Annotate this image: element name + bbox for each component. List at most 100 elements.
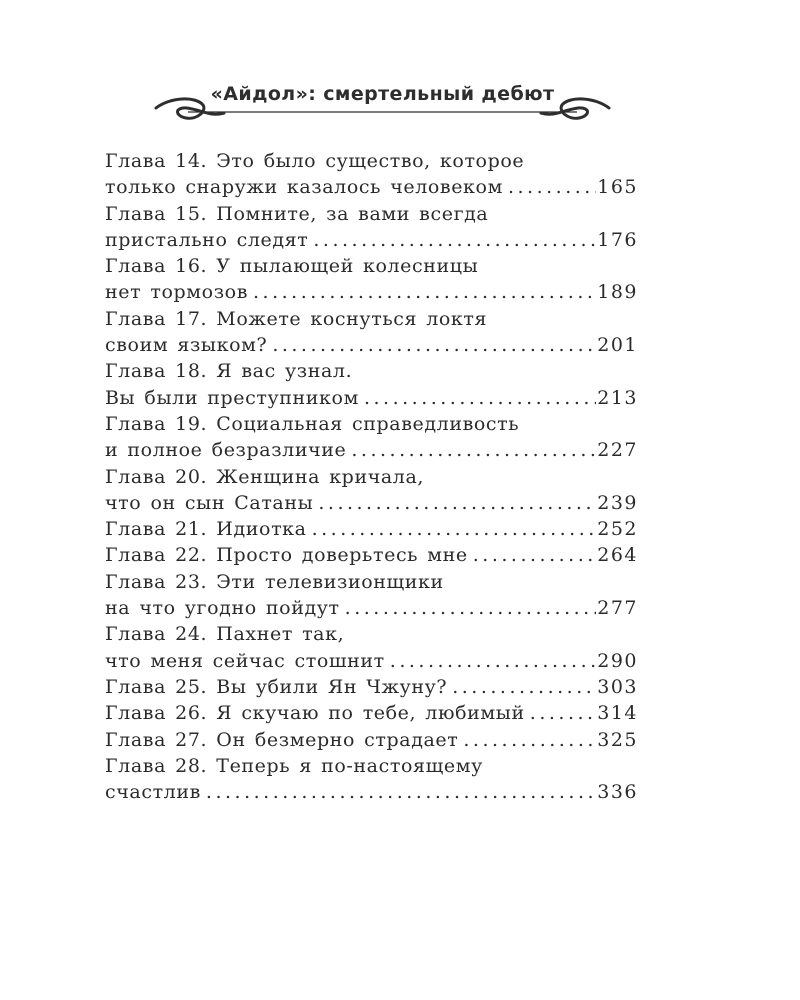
toc-entry-text: Глава 24. Пахнет так, bbox=[105, 623, 345, 646]
toc-entry-text: Глава 23. Эти телевизионщики bbox=[105, 570, 444, 593]
toc-line: Глава 16. У пылающей колесницы bbox=[105, 253, 638, 279]
toc-entry-text: Глава 15. Помните, за вами всегда bbox=[105, 202, 489, 225]
toc-entry: Глава 18. Я вас узнал. Вы были преступник… bbox=[105, 358, 638, 411]
toc-line: Глава 22. Просто доверьтесь мне.........… bbox=[105, 542, 638, 568]
decorative-divider bbox=[154, 97, 611, 120]
toc-entry: Глава 25. Вы убили Ян Чжуну?............… bbox=[105, 674, 638, 700]
toc-line: Глава 28. Теперь я по-настоящему bbox=[105, 753, 638, 779]
toc-entry: Глава 26. Я скучаю по тебе, любимый.....… bbox=[105, 700, 638, 726]
dot-leader: ........................................… bbox=[507, 176, 596, 199]
toc-entry: Глава 28. Теперь я по-настоящему счастлив… bbox=[105, 753, 638, 806]
page-number: 176 bbox=[597, 228, 638, 251]
page-number: 277 bbox=[597, 597, 638, 620]
toc-line: Глава 20. Женщина кричала, bbox=[105, 464, 638, 490]
toc-entry-text: только снаружи казалось человеком bbox=[105, 176, 503, 199]
page-number: 264 bbox=[597, 544, 638, 567]
toc-entry: Глава 24. Пахнет так, что меня сейчас сто… bbox=[105, 621, 638, 674]
toc-entry-text: Глава 19. Социальная справедливость bbox=[105, 412, 520, 435]
toc-line: своим языком?...........................… bbox=[105, 332, 638, 358]
toc-entry-text: Глава 28. Теперь я по-настоящему bbox=[105, 754, 483, 777]
toc-entry-text: Глава 26. Я скучаю по тебе, любимый bbox=[105, 702, 525, 725]
toc-entry-text: Глава 22. Просто доверьтесь мне bbox=[105, 544, 468, 567]
toc-entry-text: на что угодно пойдут bbox=[105, 597, 340, 620]
page-number: 303 bbox=[597, 675, 638, 698]
dot-leader: ........................................… bbox=[313, 228, 596, 251]
page-number: 239 bbox=[597, 491, 638, 514]
toc-line: Глава 18. Я вас узнал. bbox=[105, 358, 638, 384]
dot-leader: ........................................… bbox=[363, 386, 596, 409]
page-number: 252 bbox=[597, 518, 638, 541]
dot-leader: ........................................… bbox=[272, 334, 597, 357]
toc-line: на что угодно пойдут....................… bbox=[105, 595, 638, 621]
toc-line: Глава 21. Идиотка.......................… bbox=[105, 516, 638, 542]
toc-line: нет тормозов............................… bbox=[105, 279, 638, 305]
toc-entry: Глава 22. Просто доверьтесь мне.........… bbox=[105, 542, 638, 568]
toc-entry-text: счастлив bbox=[105, 781, 201, 804]
toc-entry-text: что он сын Сатаны bbox=[105, 491, 314, 514]
toc-entry-text: Вы были преступником bbox=[105, 386, 359, 409]
running-title: «Айдол»: смертельный дебют bbox=[210, 83, 555, 105]
table-of-contents: Глава 14. Это было существо, которое толь… bbox=[105, 148, 638, 805]
toc-entry-text: Глава 18. Я вас узнал. bbox=[105, 360, 353, 383]
toc-entry-text: Глава 17. Можете коснуться локтя bbox=[105, 307, 488, 330]
page-number: 189 bbox=[597, 281, 638, 304]
toc-entry-text: и полное безразличие bbox=[105, 439, 347, 462]
toc-line: Глава 19. Социальная справедливость bbox=[105, 411, 638, 437]
page-number: 290 bbox=[597, 649, 638, 672]
page-number: 314 bbox=[597, 702, 638, 725]
page-number: 213 bbox=[597, 386, 638, 409]
toc-entry-text: Глава 21. Идиотка bbox=[105, 518, 307, 541]
dot-leader: ........................................… bbox=[318, 491, 596, 514]
toc-entry: Глава 19. Социальная справедливость и пол… bbox=[105, 411, 638, 464]
toc-line: Вы были преступником....................… bbox=[105, 385, 638, 411]
toc-entry: Глава 14. Это было существо, которое толь… bbox=[105, 148, 638, 201]
toc-entry-text: что меня сейчас стошнит bbox=[105, 649, 385, 672]
page-number: 227 bbox=[597, 439, 638, 462]
page-number: 165 bbox=[597, 176, 638, 199]
page-number: 325 bbox=[597, 728, 638, 751]
toc-entry-text: Глава 27. Он безмерно страдает bbox=[105, 728, 459, 751]
toc-line: Глава 17. Можете коснуться локтя bbox=[105, 306, 638, 332]
toc-entry: Глава 21. Идиотка.......................… bbox=[105, 516, 638, 542]
toc-line: счастлив................................… bbox=[105, 779, 638, 805]
toc-entry-text: пристально следят bbox=[105, 228, 309, 251]
dot-leader: ........................................… bbox=[389, 649, 597, 672]
toc-entry: Глава 17. Можете коснуться локтя своим яз… bbox=[105, 306, 638, 359]
dot-leader: ........................................… bbox=[351, 439, 596, 462]
toc-line: и полное безразличие....................… bbox=[105, 437, 638, 463]
toc-line: пристально следят.......................… bbox=[105, 227, 638, 253]
toc-entry-text: Глава 14. Это было существо, которое bbox=[105, 150, 525, 172]
dot-leader: ........................................… bbox=[311, 518, 597, 541]
dot-leader: ........................................… bbox=[463, 728, 597, 751]
toc-entry: Глава 20. Женщина кричала, что он сын Сат… bbox=[105, 464, 638, 517]
toc-entry: Глава 16. У пылающей колесницы нет тормоз… bbox=[105, 253, 638, 306]
toc-entry: Глава 15. Помните, за вами всегда пристал… bbox=[105, 201, 638, 254]
toc-entry-text: Глава 20. Женщина кричала, bbox=[105, 465, 425, 488]
dot-leader: ........................................… bbox=[205, 781, 597, 804]
dot-leader: ........................................… bbox=[344, 597, 597, 620]
toc-entry-text: своим языком? bbox=[105, 334, 268, 357]
toc-line: Глава 25. Вы убили Ян Чжуну?............… bbox=[105, 674, 638, 700]
toc-line: Глава 23. Эти телевизионщики bbox=[105, 569, 638, 595]
toc-line: Глава 27. Он безмерно страдает..........… bbox=[105, 727, 638, 753]
toc-line: Глава 26. Я скучаю по тебе, любимый.....… bbox=[105, 700, 638, 726]
toc-entry-text: нет тормозов bbox=[105, 281, 248, 304]
toc-entry-text: Глава 16. У пылающей колесницы bbox=[105, 255, 479, 278]
page-number: 201 bbox=[597, 334, 638, 357]
toc-line: Глава 24. Пахнет так, bbox=[105, 621, 638, 647]
dot-leader: ........................................… bbox=[452, 675, 596, 698]
toc-line: что он сын Сатаны.......................… bbox=[105, 490, 638, 516]
dot-leader: ........................................… bbox=[253, 281, 597, 304]
toc-line: только снаружи казалось человеком.......… bbox=[105, 174, 638, 200]
dot-leader: ........................................… bbox=[472, 544, 597, 567]
dot-leader: ........................................… bbox=[529, 702, 597, 725]
page-header: «Айдол»: смертельный дебют bbox=[150, 78, 615, 136]
toc-line: Глава 15. Помните, за вами всегда bbox=[105, 201, 638, 227]
toc-entry: Глава 23. Эти телевизионщики на что угодн… bbox=[105, 569, 638, 622]
toc-entry: Глава 27. Он безмерно страдает..........… bbox=[105, 727, 638, 753]
page-number: 336 bbox=[597, 781, 638, 804]
toc-entry-text: Глава 25. Вы убили Ян Чжуну? bbox=[105, 675, 448, 698]
toc-line: Глава 14. Это было существо, которое bbox=[105, 148, 638, 174]
toc-line: что меня сейчас стошнит.................… bbox=[105, 648, 638, 674]
